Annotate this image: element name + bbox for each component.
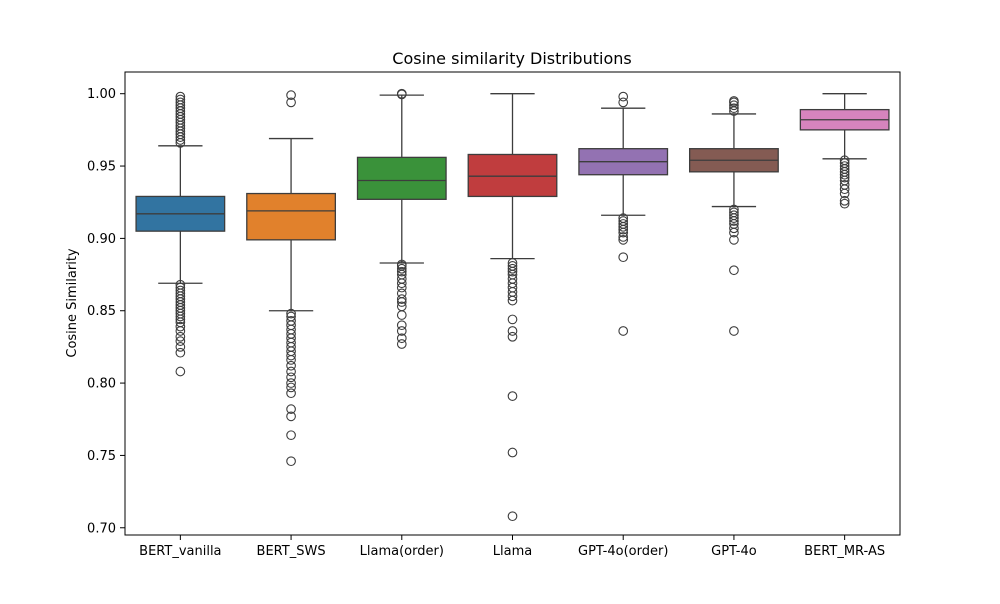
- outlier-point: [286, 456, 296, 467]
- outlier-point: [175, 331, 186, 342]
- outlier-point: [618, 216, 629, 226]
- outlier-point: [729, 265, 739, 276]
- y-tick-label: 0.85: [87, 304, 116, 319]
- outlier-point: [396, 288, 407, 299]
- y-tick-label: 1.00: [87, 87, 116, 102]
- outlier-point: [175, 285, 186, 296]
- outlier-point: [507, 263, 518, 274]
- outlier-point: [286, 97, 296, 108]
- outlier-point: [396, 263, 407, 274]
- y-tick-label: 0.80: [87, 377, 116, 392]
- outlier-point: [507, 511, 518, 522]
- outlier-point: [396, 339, 407, 349]
- outlier-point: [175, 91, 186, 102]
- outlier-point: [507, 314, 518, 325]
- outlier-point: [729, 210, 739, 221]
- outlier-point: [286, 382, 296, 393]
- outlier-point: [286, 308, 296, 319]
- x-tick-label: GPT-4o(order): [578, 544, 668, 559]
- outlier-point: [618, 252, 629, 263]
- y-tick-label: 0.95: [87, 160, 116, 175]
- outlier-point: [507, 447, 518, 458]
- outlier-point: [396, 294, 407, 305]
- plot-area: 0.70 0.75 0.80 0.85 0.90 0.95 1.00 BERT_vanilla…: [87, 87, 890, 559]
- outlier-point: [618, 97, 629, 108]
- outlier-point: [286, 388, 296, 399]
- outlier-point: [729, 103, 739, 114]
- x-tick-label: BERT_vanilla: [139, 544, 221, 559]
- outlier-point: [286, 404, 296, 414]
- x-tick-label: BERT_SWS: [257, 544, 326, 559]
- outlier-point: [507, 326, 518, 336]
- outlier-point: [618, 234, 629, 245]
- outlier-point: [839, 155, 850, 166]
- box-Llama: [467, 153, 558, 198]
- outlier-point: [396, 266, 407, 277]
- outlier-point: [175, 366, 186, 377]
- box-BERT_SWS: [246, 192, 337, 241]
- outlier-point: [507, 331, 518, 342]
- outlier-point: [507, 274, 518, 284]
- outlier-point: [839, 180, 850, 190]
- outlier-point: [175, 347, 186, 358]
- outlier-point: [286, 366, 296, 377]
- outlier-point: [839, 198, 850, 209]
- outlier-point: [729, 223, 739, 234]
- y-tick-label: 0.90: [87, 232, 116, 247]
- outlier-point: [286, 311, 296, 322]
- x-tick-label: Llama: [493, 544, 532, 559]
- outlier-point: [175, 94, 186, 105]
- outlier-point: [396, 333, 407, 344]
- chart-title: Cosine similarity Distributions: [392, 49, 631, 68]
- outlier-point: [286, 360, 296, 371]
- outlier-point: [175, 342, 186, 352]
- outlier-point: [839, 195, 850, 206]
- outlier-point: [396, 274, 407, 284]
- outlier-point: [507, 258, 518, 268]
- outlier-point: [286, 90, 296, 100]
- outlier-point: [286, 430, 296, 441]
- outlier-point: [839, 158, 850, 169]
- outlier-point: [729, 207, 739, 218]
- box-Llama(order): [356, 156, 447, 200]
- y-axis-label: Cosine Similarity: [65, 248, 80, 358]
- x-tick-label: Llama(order): [360, 544, 444, 559]
- outlier-point: [175, 279, 186, 290]
- y-tick-label: 0.75: [87, 449, 116, 464]
- outlier-point: [286, 411, 296, 422]
- outlier-point: [729, 96, 739, 106]
- outlier-point: [729, 204, 739, 215]
- outlier-point: [729, 326, 739, 336]
- outlier-point: [618, 91, 629, 102]
- outlier-point: [618, 232, 629, 242]
- plot-frame: [124, 71, 901, 536]
- outlier-point: [286, 378, 296, 388]
- outlier-point: [286, 372, 296, 383]
- outlier-point: [618, 213, 629, 223]
- outlier-point: [396, 320, 407, 331]
- outlier-point: [396, 259, 407, 270]
- outlier-point: [618, 219, 629, 229]
- x-tick-label: GPT-4o: [711, 544, 757, 559]
- outlier-point: [507, 391, 518, 401]
- outlier-point: [175, 336, 186, 346]
- outlier-point: [286, 316, 296, 326]
- outlier-point: [507, 261, 518, 271]
- outlier-point: [396, 88, 407, 99]
- y-tick-label: 0.70: [87, 521, 116, 536]
- outlier-point: [839, 161, 850, 171]
- outlier-point: [396, 301, 407, 312]
- outlier-point: [618, 326, 629, 336]
- outlier-point: [396, 326, 407, 336]
- outlier-point: [175, 282, 186, 293]
- outlier-point: [175, 321, 186, 332]
- outlier-point: [729, 234, 739, 245]
- outlier-point: [175, 97, 186, 108]
- outlier-point: [729, 100, 739, 111]
- x-tick-label: BERT_MR-AS: [804, 544, 885, 559]
